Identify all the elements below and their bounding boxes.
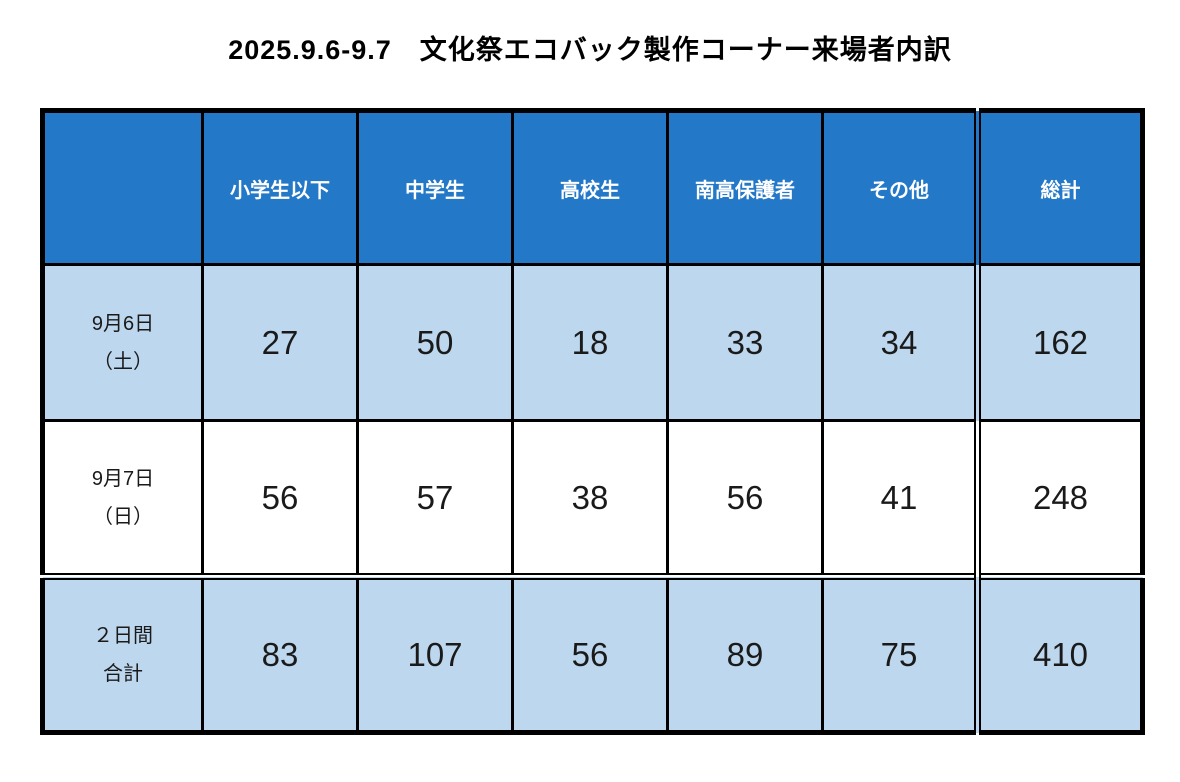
row-label-line2: （日） bbox=[93, 505, 153, 528]
col-header-junior-high: 中学生 bbox=[356, 109, 514, 266]
table-row-sep7: 9月7日 （日） 56 57 38 56 41 248 bbox=[41, 419, 1144, 578]
visitor-breakdown-table: 小学生以下 中学生 高校生 南高保護者 その他 総計 9月6日 （土） 27 5… bbox=[40, 108, 1145, 735]
row-label-line1: 9月7日 bbox=[91, 467, 155, 490]
col-header-other: その他 bbox=[821, 109, 979, 266]
data-cell: 50 bbox=[356, 263, 514, 422]
grand-total-cell: 410 bbox=[974, 573, 1144, 734]
row-label-line2: （土） bbox=[93, 350, 153, 373]
data-cell: 34 bbox=[821, 263, 979, 422]
corner-cell bbox=[41, 109, 204, 266]
header-row: 小学生以下 中学生 高校生 南高保護者 その他 総計 bbox=[41, 109, 1144, 266]
table-row-two-day-total: ２日間 合計 83 107 56 89 75 410 bbox=[41, 573, 1144, 734]
data-cell: 56 bbox=[666, 419, 824, 578]
row-label-line1: 9月6日 bbox=[91, 312, 155, 335]
data-cell: 41 bbox=[821, 419, 979, 578]
col-header-elementary: 小学生以下 bbox=[201, 109, 359, 266]
page-title: 2025.9.6-9.7 文化祭エコバック製作コーナー来場者内訳 bbox=[228, 35, 952, 65]
row-label-line2: 合計 bbox=[103, 663, 143, 685]
data-cell: 38 bbox=[511, 419, 669, 578]
row-label-line1: ２日間 bbox=[93, 625, 153, 647]
row-header-two-day-total: ２日間 合計 bbox=[41, 573, 204, 734]
data-cell: 27 bbox=[201, 263, 359, 422]
row-header-sep6: 9月6日 （土） bbox=[41, 263, 204, 422]
data-cell: 83 bbox=[201, 573, 359, 734]
visitor-table-container: 小学生以下 中学生 高校生 南高保護者 その他 総計 9月6日 （土） 27 5… bbox=[40, 108, 1145, 735]
data-cell: 89 bbox=[666, 573, 824, 734]
row-header-sep7: 9月7日 （日） bbox=[41, 419, 204, 578]
data-cell: 57 bbox=[356, 419, 514, 578]
col-header-high-school: 高校生 bbox=[511, 109, 669, 266]
data-cell: 56 bbox=[511, 573, 669, 734]
total-cell: 162 bbox=[974, 263, 1144, 422]
col-header-total: 総計 bbox=[974, 109, 1144, 266]
data-cell: 33 bbox=[666, 263, 824, 422]
col-header-parents: 南高保護者 bbox=[666, 109, 824, 266]
data-cell: 18 bbox=[511, 263, 669, 422]
total-cell: 248 bbox=[974, 419, 1144, 578]
data-cell: 56 bbox=[201, 419, 359, 578]
data-cell: 75 bbox=[821, 573, 979, 734]
table-row-sep6: 9月6日 （土） 27 50 18 33 34 162 bbox=[41, 263, 1144, 422]
data-cell: 107 bbox=[356, 573, 514, 734]
